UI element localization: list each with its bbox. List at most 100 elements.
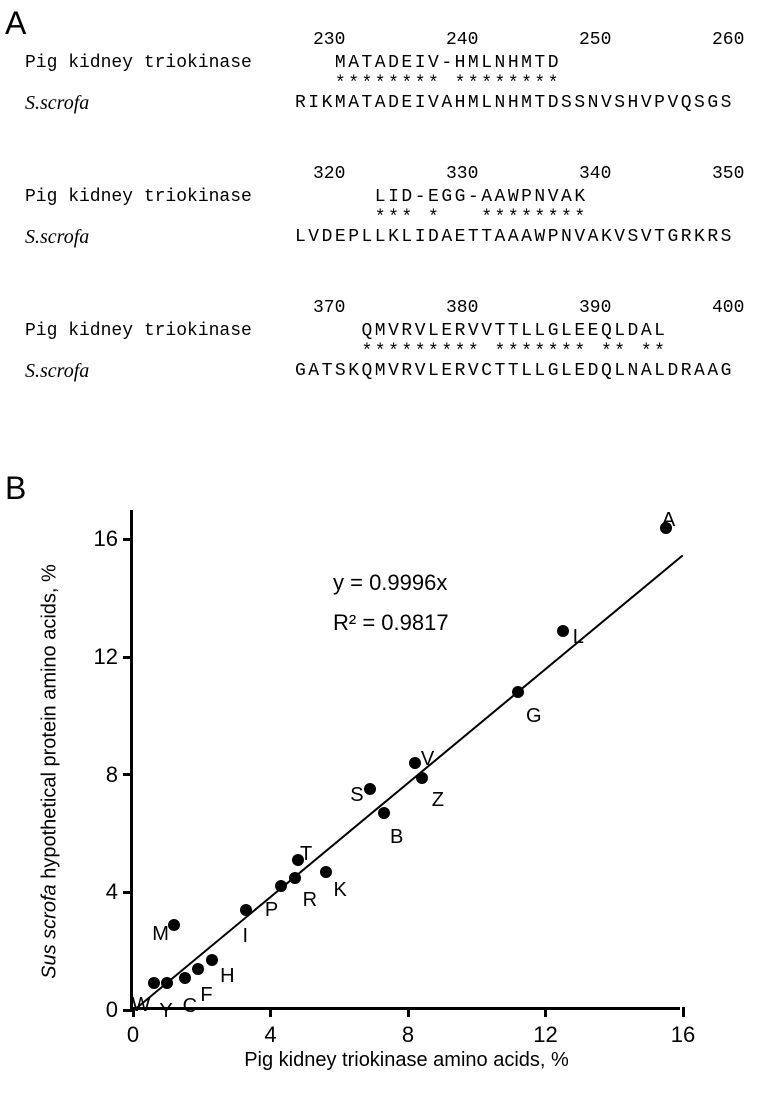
match-stars: *** * ******** [295,208,750,226]
alignment-block: 230240250260Pig kidney triokinase MATADE… [25,10,750,114]
alignment-block: 370380390400Pig kidney triokinase QMVRVL… [25,278,750,382]
point-label: K [334,879,347,902]
sequence-text: GATSKQMVRVLERVCTTLLGLEDQLNALDRAAG [295,361,734,381]
data-point [275,880,287,892]
y-tick-label: 12 [94,644,118,670]
y-tick-label: 16 [94,526,118,552]
sequence-label: Pig kidney triokinase [25,187,295,207]
panel-a: A 230240250260Pig kidney triokinase MATA… [10,10,750,412]
point-label: M [152,923,169,946]
sequence-label-italic: S.scrofa [25,226,295,249]
sequence-label-italic: S.scrofa [25,92,295,115]
point-label: G [526,705,542,728]
x-tick-label: 8 [402,1022,414,1048]
data-point [161,977,173,989]
data-point [148,977,160,989]
data-point [512,686,524,698]
y-tick [123,891,133,894]
y-axis-rest: hypothetical protein amino acids, % [39,564,61,884]
sequence-row: Pig kidney triokinase LID-EGG-AAWPNVAK [25,186,750,208]
match-stars: ******** ******** [295,74,750,92]
point-label: Z [432,789,444,812]
x-tick-label: 12 [533,1022,557,1048]
data-point [192,963,204,975]
panel-a-label: A [5,5,26,42]
position-number: 340 [579,164,611,184]
position-number: 400 [712,298,744,318]
y-axis-italic: Sus scrofa [39,884,61,978]
point-label: A [662,509,675,532]
data-point [378,807,390,819]
sequence-label-italic: S.scrofa [25,360,295,383]
point-label: C [183,995,197,1018]
y-tick-label: 4 [106,879,118,905]
point-label: B [390,826,403,849]
position-row: 370380390400 [25,298,750,320]
sequence-row: S.scrofaGATSKQMVRVLERVCTTLLGLEDQLNALDRAA… [25,360,750,382]
data-point [416,772,428,784]
y-tick-label: 8 [106,762,118,788]
data-point [320,866,332,878]
sequence-text: QMVRVLERVVTTLLGLEEQLDAL [295,321,667,341]
sequence-text: LVDEPLLKLIDAETTAAAWPNVAKVSVTGRKRS [295,227,734,247]
data-point [240,904,252,916]
match-stars: ********* ******* ** ** [295,342,750,360]
y-tick [123,538,133,541]
data-point [289,872,301,884]
position-row: 320 330 340 350 [25,164,750,186]
point-label: W [132,994,151,1017]
scatter-chart: y = 0.9996x R² = 0.9817 Pig kidney triok… [130,510,680,1010]
point-label: L [573,626,584,649]
x-tick-label: 0 [127,1022,139,1048]
panel-b: B y = 0.9996x R² = 0.9817 Pig kidney tri… [10,480,750,1100]
sequence-label: Pig kidney triokinase [25,321,295,341]
point-label: R [303,889,317,912]
point-label: P [265,899,278,922]
position-number: 230 [313,30,345,50]
sequence-row: S.scrofaLVDEPLLKLIDAETTAAAWPNVAKVSVTGRKR… [25,226,750,248]
point-label: Y [159,1000,172,1023]
point-label: S [350,784,363,807]
sequence-row: Pig kidney triokinase MATADEIV-HMLNHMTD [25,52,750,74]
position-row: 230 240 250 260 [25,30,750,52]
sequence-label: Pig kidney triokinase [25,53,295,73]
point-label: I [242,925,248,948]
position-number: 350 [712,164,744,184]
x-tick [682,1007,685,1017]
position-number: 330 [446,164,478,184]
sequence-row: Pig kidney triokinase QMVRVLERVVTTLLGLEE… [25,320,750,342]
sequence-text: MATADEIV-HMLNHMTD [295,53,561,73]
x-axis-label: Pig kidney triokinase amino acids, % [244,1049,569,1072]
position-number: 380 [446,298,478,318]
position-number: 240 [446,30,478,50]
point-label: H [220,965,234,988]
position-number: 320 [313,164,345,184]
sequence-row: S.scrofaRIKMATADEIVAHMLNHMTDSSNVSHVPVQSG… [25,92,750,114]
position-number: 390 [579,298,611,318]
x-tick [544,1007,547,1017]
r-squared: R² = 0.9817 [333,610,449,636]
data-point [364,783,376,795]
regression-equation: y = 0.9996x [333,570,447,596]
alignment-block: 320330340350Pig kidney triokinase LID-EG… [25,144,750,248]
sequence-text: RIKMATADEIVAHMLNHMTDSSNVSHVPVQSGS [295,93,734,113]
y-axis-label: Sus scrofa hypothetical protein amino ac… [39,564,62,979]
y-tick [123,656,133,659]
point-label: T [300,843,312,866]
sequence-text: LID-EGG-AAWPNVAK [295,187,588,207]
x-tick [269,1007,272,1017]
data-point [557,625,569,637]
x-tick-label: 4 [264,1022,276,1048]
data-point [179,972,191,984]
data-point [409,757,421,769]
point-label: F [200,984,212,1007]
position-number: 260 [712,30,744,50]
point-label: V [421,748,434,771]
data-point [206,954,218,966]
panel-b-label: B [5,470,26,507]
x-tick [407,1007,410,1017]
y-tick-label: 0 [106,997,118,1023]
y-tick [123,773,133,776]
position-number: 250 [579,30,611,50]
x-tick-label: 16 [671,1022,695,1048]
